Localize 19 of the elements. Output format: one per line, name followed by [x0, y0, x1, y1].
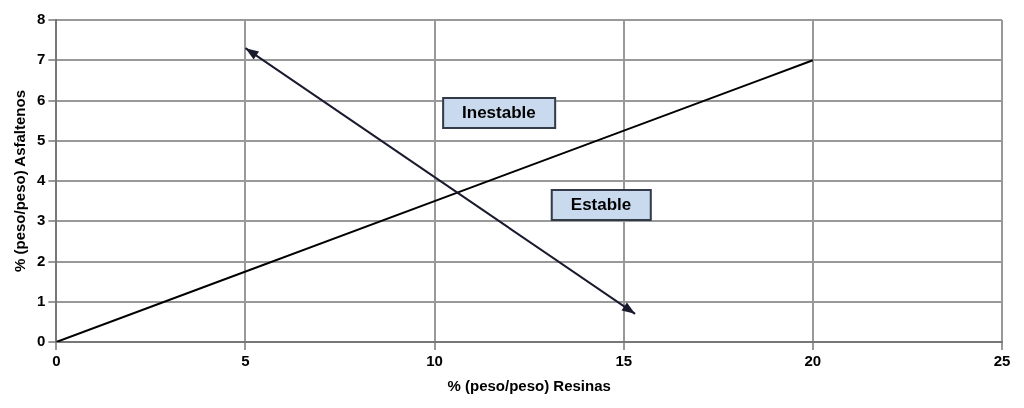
x-tick-label: 25: [993, 352, 1011, 370]
x-tick-label: 5: [241, 352, 250, 370]
annotation: Inestable: [442, 96, 556, 129]
y-tick-label: 6: [37, 90, 46, 108]
y-tick-label: 0: [37, 332, 46, 350]
x-tick-label: 15: [615, 352, 633, 370]
y-tick-label: 7: [37, 50, 46, 68]
annotation: Estable: [550, 189, 652, 222]
x-tick-label: 20: [804, 352, 822, 370]
y-tick-label: 5: [37, 130, 46, 148]
y-tick-label: 8: [37, 10, 46, 28]
y-tick-label: 3: [37, 211, 46, 229]
y-axis-title: % (peso/peso) Asfaltenos: [11, 90, 29, 272]
y-tick-label: 1: [37, 291, 46, 309]
x-axis-title: % (peso/peso) Resinas: [447, 377, 611, 395]
y-tick-label: 4: [37, 171, 46, 189]
y-tick-label: 2: [37, 251, 46, 269]
x-tick-label: 10: [426, 352, 443, 370]
x-tick-label: 0: [52, 352, 61, 370]
